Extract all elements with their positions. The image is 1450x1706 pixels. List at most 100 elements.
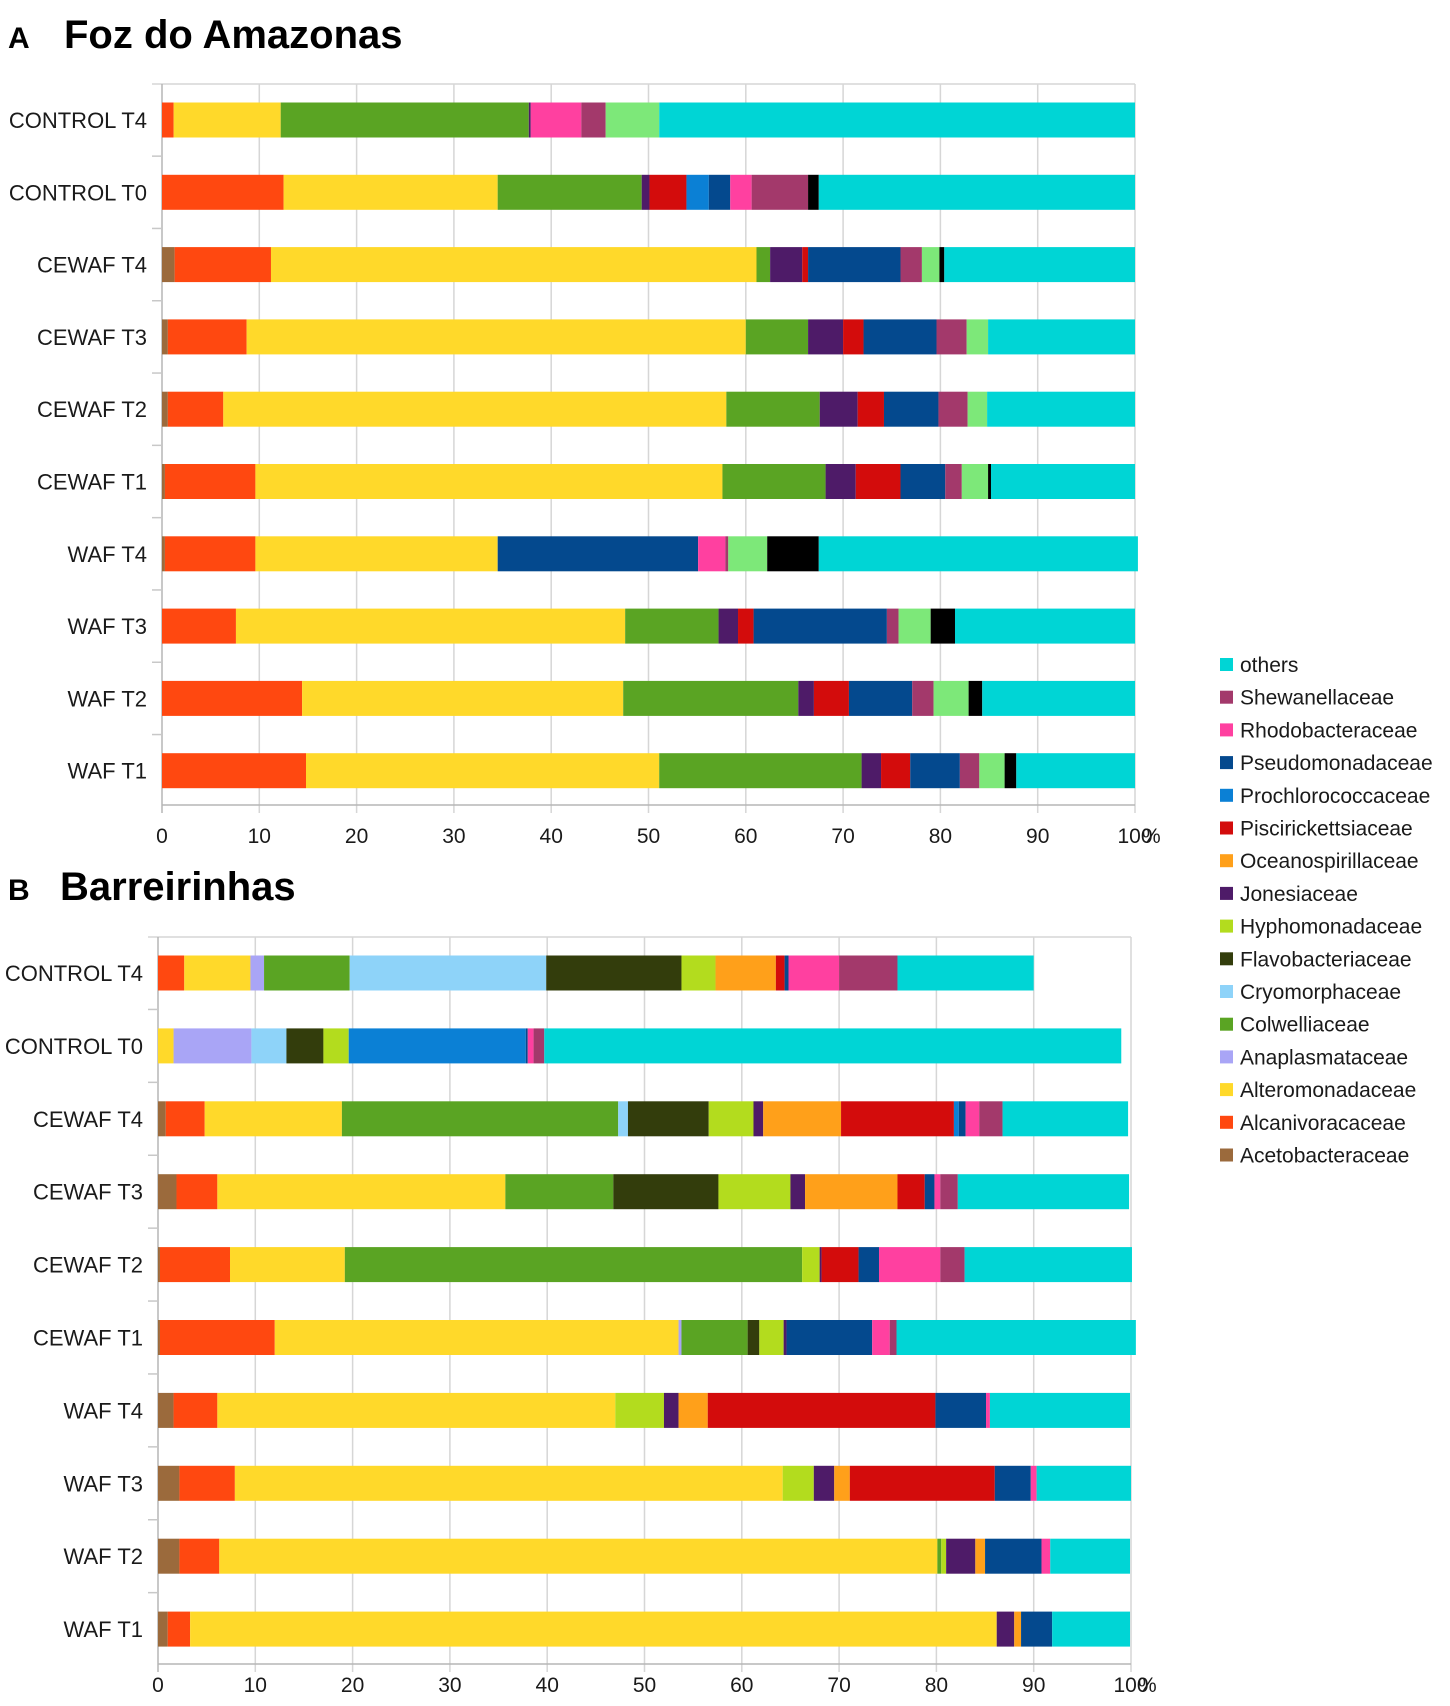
legend-swatch-pseudomonadaceae <box>1220 756 1233 770</box>
panel-b-bar-cewaf-t2-rhodobacteraceae <box>878 1247 941 1283</box>
panel-b-bar-waf-t4-oceanospirillaceae <box>678 1392 708 1428</box>
panel-a-bar-waf-t4-acetobacteraceae <box>162 536 165 572</box>
panel-a-bar-waf-t4-shewanellaceae <box>725 536 729 572</box>
panel-b-bar-waf-t4-piscirickettsiaceae <box>707 1392 936 1428</box>
panel-a-x-tick-label: 20 <box>345 825 368 848</box>
panel-a-bar-control-t4-colwelliaceae <box>280 102 529 138</box>
panel-b-bar-waf-t1-others <box>1052 1611 1131 1647</box>
panel-b-bar-control-t0-flavobacteriaceae <box>286 1028 324 1064</box>
panel-a-category-label: CONTROL T4 <box>9 108 147 133</box>
panel-a-bar-waf-t3-hyphomonadaceae-light-green <box>898 608 931 644</box>
legend-label-pseudomonadaceae: Pseudomonadaceae <box>1240 752 1433 775</box>
panel-b-bar-cewaf-t4-others <box>1002 1101 1129 1137</box>
panel-b-bar-cewaf-t1-alteromonadaceae <box>274 1320 679 1355</box>
panel-b-bar-cewaf-t2-pseudomonadaceae <box>858 1247 879 1283</box>
panel-a-bar-control-t4-alteromonadaceae <box>173 102 281 138</box>
panel-b-x-tick-label: 20 <box>341 1674 364 1697</box>
legend-swatch-cryomorphaceae <box>1220 985 1233 998</box>
panel-a-bar-cewaf-t3-others <box>988 319 1135 355</box>
panel-a-bar-cewaf-t2-hyphomonadaceae-light-green <box>967 391 988 427</box>
panel-a-bar-cewaf-t1-piscirickettsiaceae <box>855 464 901 499</box>
legend-swatch-anaplasmataceae <box>1220 1050 1233 1064</box>
panel-a-bar-cewaf-t1-hyphomonadaceae-light-green <box>961 464 989 499</box>
panel-b-bar-cewaf-t4-rhodobacteraceae <box>965 1101 980 1137</box>
panel-a-bar-control-t0-prochlorococcaceae <box>686 174 709 210</box>
panel-a-bar-control-t4-alcanivoracaceae <box>162 102 174 138</box>
panel-b-bar-waf-t2-alcanivoracaceae <box>179 1538 220 1574</box>
panel-a-bar-control-t4-jonesiaceae <box>528 102 531 138</box>
panel-b-bar-waf-t3-hyphomonadaceae <box>782 1465 814 1501</box>
panel-a-category-label: WAF T4 <box>68 542 147 567</box>
panel-b-x-axis-label: % <box>1138 1674 1157 1697</box>
panel-b-bar-control-t0-others <box>544 1028 1122 1064</box>
panel-a-bar-waf-t2-alcanivoracaceae <box>162 680 303 716</box>
panel-b-bar-cewaf-t3-oceanospirillaceae <box>805 1174 898 1210</box>
panel-b-bar-waf-t4-alcanivoracaceae <box>173 1392 218 1428</box>
panel-b-bar-waf-t2-rhodobacteraceae <box>1041 1538 1051 1574</box>
panel-a-bar-waf-t4-alcanivoracaceae <box>164 536 256 572</box>
panel-a-bar-cewaf-t4-others <box>944 247 1135 283</box>
panel-a-bar-waf-t1-colwelliaceae <box>659 753 862 789</box>
panel-b-x-tick-label: 10 <box>244 1674 267 1697</box>
panel-a-bar-cewaf-t3-shewanellaceae <box>936 319 967 355</box>
panel-b-x-tick-label: 40 <box>536 1674 559 1697</box>
panel-b-bar-cewaf-t2-shewanellaceae <box>940 1247 965 1283</box>
panel-a-bar-cewaf-t3-piscirickettsiaceae <box>843 319 864 355</box>
panel-a-bar-waf-t1-others <box>1016 753 1135 789</box>
panel-b-bar-cewaf-t4-flavobacteriaceae <box>627 1101 709 1137</box>
panel-b-bar-cewaf-t1-acetobacteraceae <box>158 1320 160 1355</box>
panel-a-x-tick-label: 50 <box>637 825 660 848</box>
panel-b-bar-waf-t3-piscirickettsiaceae <box>849 1465 995 1501</box>
panel-a-bar-cewaf-t3-hyphomonadaceae-light-green <box>966 319 989 355</box>
panel-b-bar-cewaf-t1-jonesiaceae <box>783 1320 787 1355</box>
panel-b-category-label: WAF T1 <box>64 1617 143 1642</box>
panel-b-bar-cewaf-t2-alteromonadaceae <box>230 1247 345 1283</box>
panel-b-bar-waf-t2-others <box>1050 1538 1131 1574</box>
panel-a-category-label: WAF T1 <box>68 759 147 784</box>
panel-a-bar-control-t0-colwelliaceae <box>497 174 642 210</box>
legend-label-piscirickettsiaceae: Piscirickettsiaceae <box>1240 818 1413 841</box>
panel-b-x-tick-label: 100 <box>1113 1674 1148 1697</box>
panel-b-bar-cewaf-t1-rhodobacteraceae <box>872 1320 890 1355</box>
panel-b-bar-cewaf-t2-piscirickettsiaceae <box>821 1247 859 1283</box>
panel-b-title: Barreirinhas <box>60 865 296 909</box>
panel-b-bar-cewaf-t4-cryomorphaceae <box>618 1101 628 1137</box>
panel-a-category-label: WAF T3 <box>68 614 147 639</box>
panel-b-bar-control-t0-anaplasmataceae <box>173 1028 252 1064</box>
panel-a-bar-cewaf-t1-jonesiaceae <box>825 464 856 499</box>
panel-b-bar-waf-t1-acetobacteraceae <box>158 1611 168 1647</box>
panel-a-bar-cewaf-t4-hyphomonadaceae-light-green <box>921 247 940 283</box>
legend-label-oceanospirillaceae: Oceanospirillaceae <box>1240 850 1419 873</box>
panel-b-bar-control-t4-pseudomonadaceae <box>784 955 789 991</box>
panel-b-bar-waf-t3-pseudomonadaceae <box>994 1465 1031 1501</box>
panel-b-bar-cewaf-t2-others <box>964 1247 1132 1283</box>
panel-a-bar-cewaf-t1-colwelliaceae <box>722 464 826 499</box>
panel-a-bar-cewaf-t2-piscirickettsiaceae <box>857 391 884 427</box>
panel-b-bar-cewaf-t1-anaplasmataceae <box>678 1320 682 1355</box>
panel-a-bar-waf-t1-piscirickettsiaceae <box>881 753 911 789</box>
panel-a-bar-cewaf-t2-acetobacteraceae <box>162 391 168 427</box>
panel-a-bar-cewaf-t4-piscirickettsiaceae <box>802 247 809 283</box>
panel-b-bar-cewaf-t1-flavobacteriaceae <box>747 1320 760 1355</box>
panel-b-bar-cewaf-t4-shewanellaceae <box>979 1101 1003 1137</box>
panel-b-bar-waf-t4-rhodobacteraceae <box>986 1392 990 1428</box>
legend-swatch-alcanivoracaceae <box>1220 1115 1233 1129</box>
panel-b-bar-cewaf-t4-colwelliaceae <box>341 1101 619 1137</box>
panel-a-bar-waf-t3-jonesiaceae <box>718 608 739 644</box>
panel-b-bar-control-t4-flavobacteriaceae <box>546 955 682 991</box>
legend-swatch-rhodobacteraceae <box>1220 723 1233 737</box>
panel-b-bar-waf-t2-pseudomonadaceae <box>985 1538 1042 1574</box>
panel-a-bar-waf-t1-alteromonadaceae <box>306 753 660 789</box>
panel-a-bar-waf-t4-pseudomonadaceae <box>497 536 699 572</box>
panel-a-bar-cewaf-t3-acetobacteraceae <box>162 319 168 355</box>
panel-a-bar-cewaf-t2-alcanivoracaceae <box>167 391 224 427</box>
panel-b-bar-waf-t4-jonesiaceae <box>663 1392 679 1428</box>
panel-b-bar-cewaf-t1-alcanivoracaceae <box>159 1320 275 1355</box>
panel-b-bar-control-t4-alcanivoracaceae <box>158 955 185 991</box>
panel-b-bar-cewaf-t2-acetobacteraceae <box>158 1247 160 1283</box>
panel-a-bar-cewaf-t3-alcanivoracaceae <box>167 319 247 355</box>
legend-label-others: others <box>1240 654 1298 677</box>
panel-b-letter: B <box>8 874 30 907</box>
panel-a-bar-cewaf-t2-alteromonadaceae <box>223 391 727 427</box>
panel-b-bar-cewaf-t3-alteromonadaceae <box>217 1174 506 1210</box>
